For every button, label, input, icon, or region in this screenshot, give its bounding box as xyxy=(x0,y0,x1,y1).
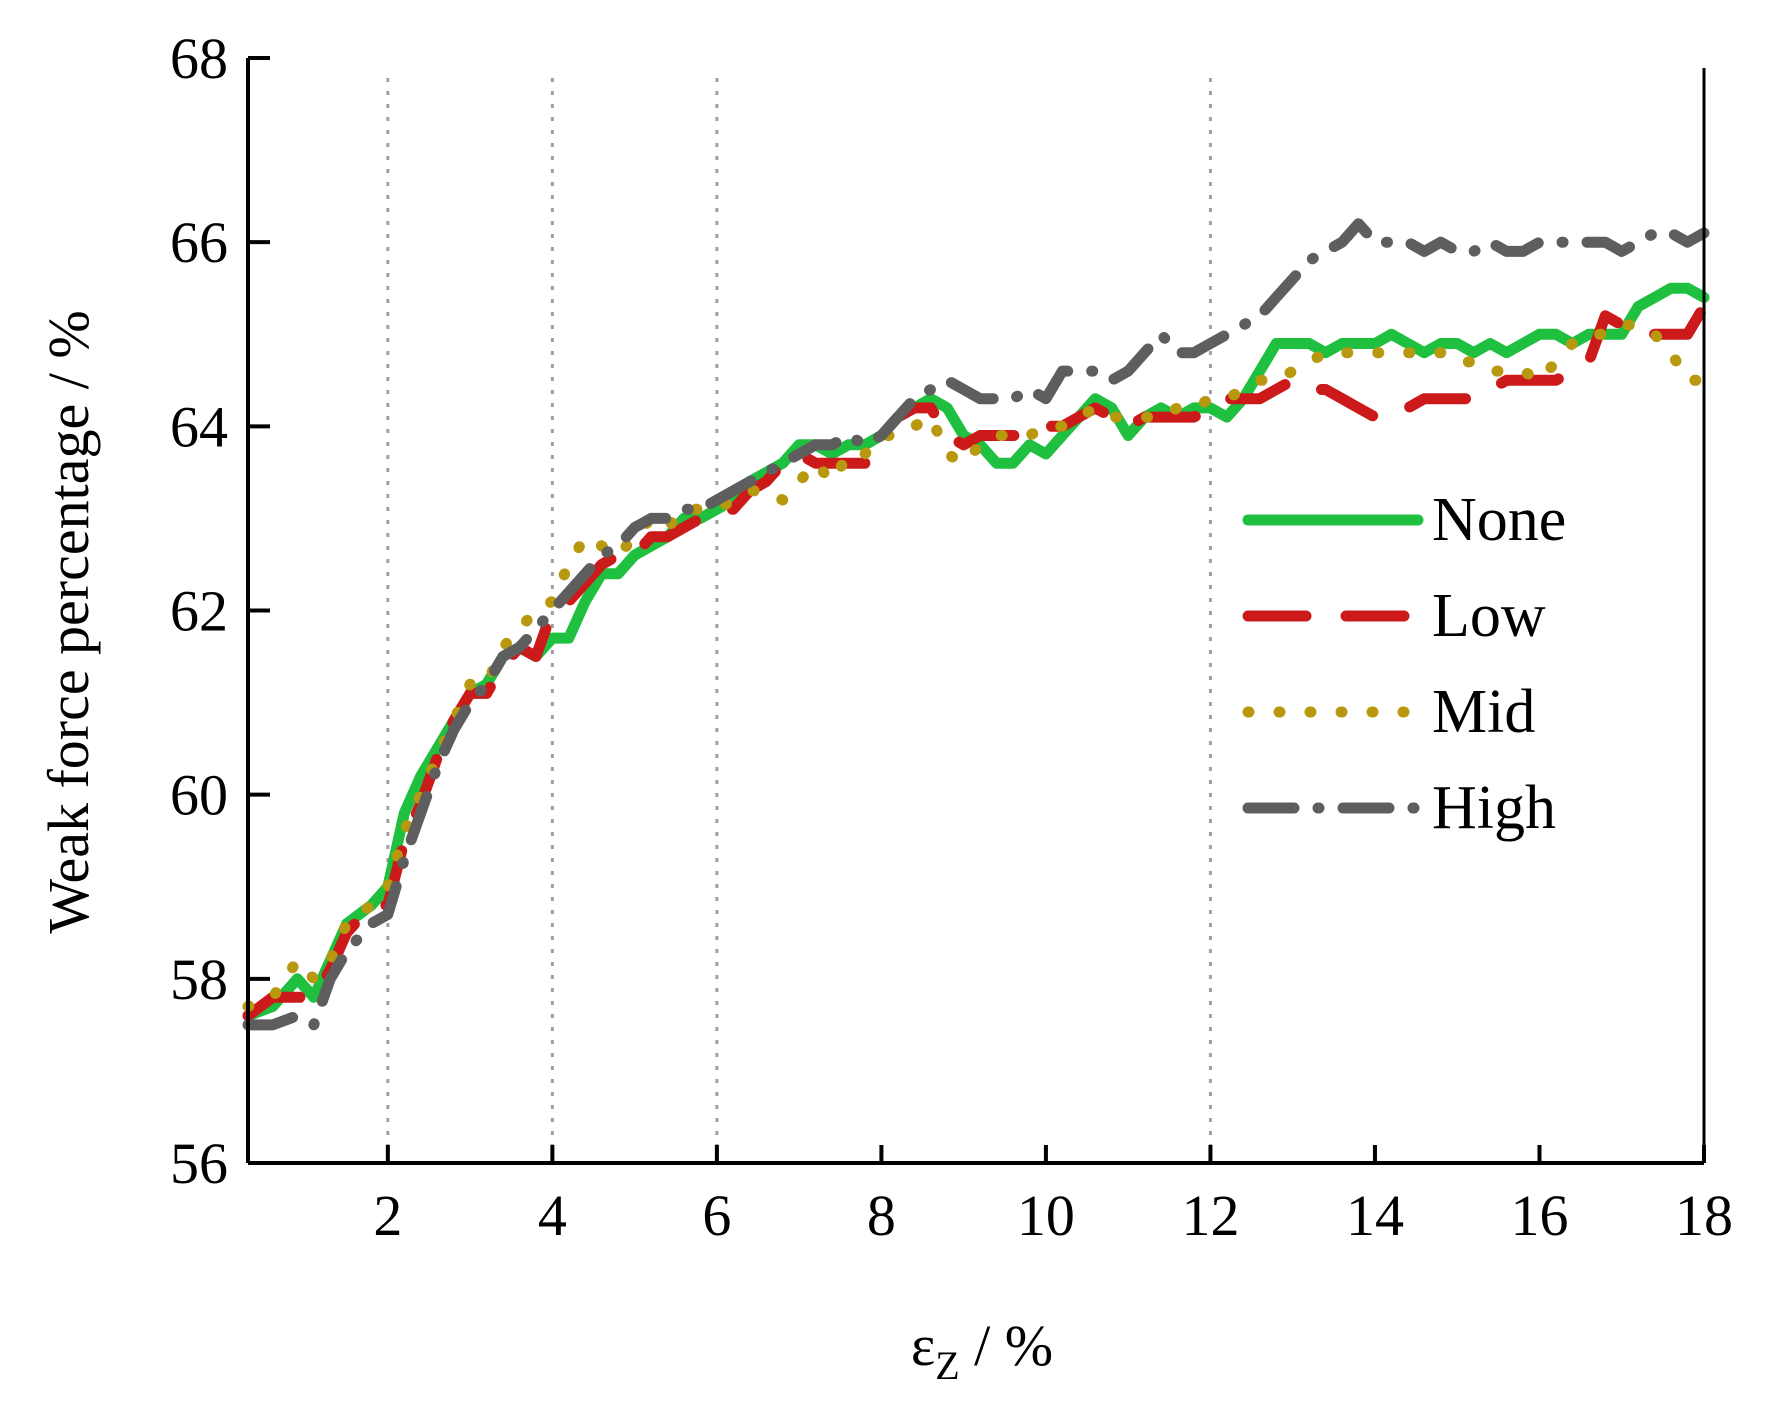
legend-label-mid: Mid xyxy=(1432,678,1535,746)
legend-label-none: None xyxy=(1432,486,1566,554)
x-tick-label: 2 xyxy=(373,1183,402,1248)
legend: None Low Mid High xyxy=(1242,486,1566,842)
y-tick-label: 60 xyxy=(170,763,228,828)
x-tick-label: 10 xyxy=(1017,1183,1075,1248)
x-tick-label: 8 xyxy=(867,1183,896,1248)
legend-label-high: High xyxy=(1432,774,1556,842)
y-tick-label: 62 xyxy=(170,579,228,644)
x-axis-label-main: ε xyxy=(911,1313,935,1378)
x-axis-label-subscript: Z xyxy=(935,1343,959,1388)
grid-lines xyxy=(386,78,1212,1163)
x-tick-label: 4 xyxy=(538,1183,567,1248)
y-axis-label: Weak force percentage / % xyxy=(36,310,101,933)
x-tick-label: 18 xyxy=(1675,1183,1733,1248)
series-lines xyxy=(242,218,1710,1031)
x-tick-label: 14 xyxy=(1346,1183,1404,1248)
series-line-mid xyxy=(242,319,1710,1012)
x-axis-label-unit: / % xyxy=(960,1313,1053,1378)
y-tick-label: 66 xyxy=(170,210,228,275)
x-tick-label: 12 xyxy=(1181,1183,1239,1248)
x-tick-label: 6 xyxy=(702,1183,731,1248)
y-tick-label: 56 xyxy=(170,1131,228,1196)
tick-marks xyxy=(248,56,1706,1165)
series-line-low xyxy=(242,301,1710,1022)
y-tick-label: 68 xyxy=(170,26,228,91)
series-line-high xyxy=(242,218,1710,1031)
y-tick-label: 64 xyxy=(170,394,228,459)
x-tick-label: 16 xyxy=(1510,1183,1568,1248)
y-tick-label: 58 xyxy=(170,947,228,1012)
x-axis-label: εZ / % xyxy=(911,1313,1053,1388)
legend-label-low: Low xyxy=(1432,582,1546,650)
